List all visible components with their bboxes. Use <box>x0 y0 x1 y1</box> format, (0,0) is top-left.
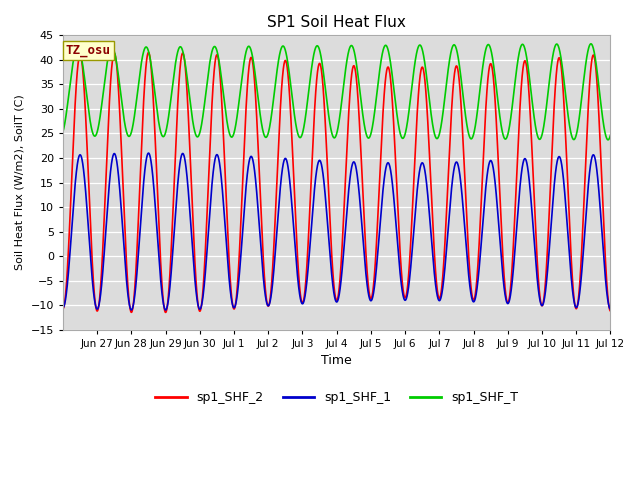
sp1_SHF_2 <box>173 122 180 128</box>
sp1_SHF_T <box>528 95 536 101</box>
Line: sp1_SHF_1: sp1_SHF_1 <box>63 153 611 310</box>
sp1_SHF_1 <box>607 306 614 312</box>
X-axis label: Time: Time <box>321 354 352 367</box>
Y-axis label: Soil Heat Flux (W/m2), SoilT (C): Soil Heat Flux (W/m2), SoilT (C) <box>15 95 25 270</box>
sp1_SHF_T <box>607 132 614 138</box>
sp1_SHF_1 <box>487 158 495 164</box>
Title: SP1 Soil Heat Flux: SP1 Soil Heat Flux <box>268 15 406 30</box>
Legend: sp1_SHF_2, sp1_SHF_1, sp1_SHF_T: sp1_SHF_2, sp1_SHF_1, sp1_SHF_T <box>150 386 523 409</box>
sp1_SHF_1 <box>528 209 536 215</box>
Text: TZ_osu: TZ_osu <box>66 44 111 57</box>
sp1_SHF_1 <box>145 150 152 156</box>
sp1_SHF_2 <box>528 148 536 154</box>
sp1_SHF_T <box>487 47 495 52</box>
sp1_SHF_2 <box>59 306 67 312</box>
sp1_SHF_T <box>514 59 522 65</box>
sp1_SHF_1 <box>173 194 180 200</box>
sp1_SHF_2 <box>607 308 614 314</box>
sp1_SHF_1 <box>387 167 394 172</box>
sp1_SHF_2 <box>514 146 522 152</box>
Line: sp1_SHF_T: sp1_SHF_T <box>63 44 611 140</box>
sp1_SHF_2 <box>145 49 152 55</box>
sp1_SHF_T <box>59 129 67 134</box>
sp1_SHF_T <box>604 137 612 143</box>
sp1_SHF_1 <box>162 307 170 313</box>
sp1_SHF_1 <box>514 209 522 215</box>
sp1_SHF_2 <box>357 153 365 159</box>
sp1_SHF_1 <box>59 305 67 311</box>
sp1_SHF_2 <box>162 310 170 315</box>
sp1_SHF_2 <box>487 61 495 67</box>
sp1_SHF_1 <box>357 213 365 219</box>
sp1_SHF_T <box>357 96 365 102</box>
sp1_SHF_2 <box>387 76 394 82</box>
sp1_SHF_T <box>173 55 180 60</box>
Line: sp1_SHF_2: sp1_SHF_2 <box>63 52 611 312</box>
sp1_SHF_T <box>587 41 595 47</box>
sp1_SHF_T <box>387 58 394 64</box>
